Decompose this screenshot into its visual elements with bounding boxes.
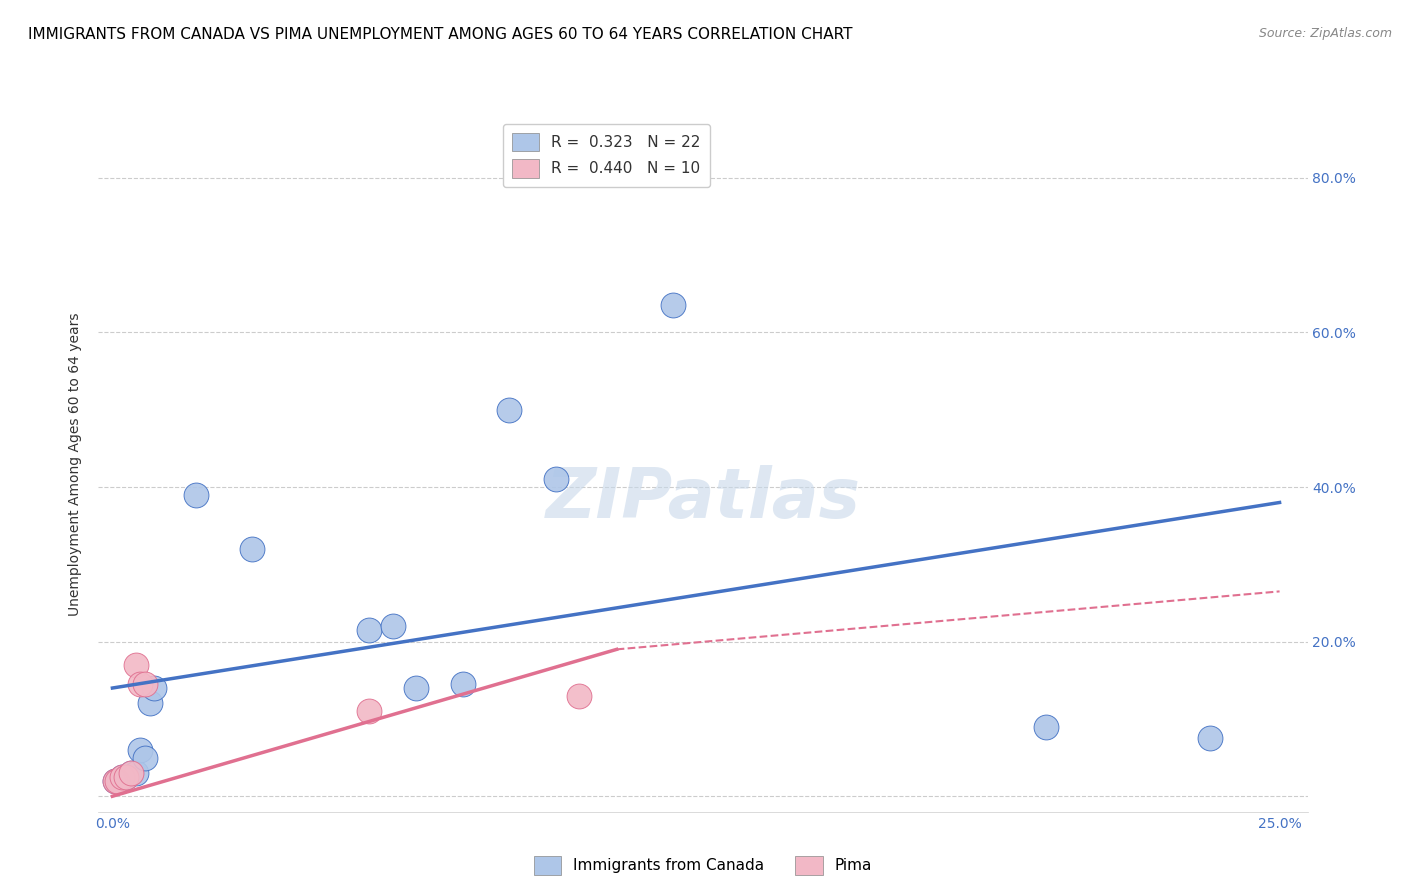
Point (134, 677, 156, 691)
Point (661, 298, 683, 312)
Point (125, 657, 148, 672)
Point (104, 773, 127, 788)
Text: ZIPatlas: ZIPatlas (546, 465, 860, 533)
Point (359, 623, 381, 637)
Legend: Immigrants from Canada, Pima: Immigrants from Canada, Pima (527, 850, 879, 880)
Point (115, 770, 138, 784)
Point (568, 689, 591, 703)
Point (104, 773, 127, 788)
Point (359, 704, 381, 718)
Point (129, 743, 152, 757)
Point (242, 541, 264, 556)
Point (134, 750, 156, 764)
Point (143, 681, 166, 695)
Point (105, 773, 128, 788)
Point (544, 472, 567, 486)
Text: IMMIGRANTS FROM CANADA VS PIMA UNEMPLOYMENT AMONG AGES 60 TO 64 YEARS CORRELATIO: IMMIGRANTS FROM CANADA VS PIMA UNEMPLOYM… (28, 27, 852, 42)
Point (451, 677, 474, 691)
Point (105, 773, 128, 788)
Text: Source: ZipAtlas.com: Source: ZipAtlas.com (1258, 27, 1392, 40)
Point (120, 766, 142, 780)
Point (111, 770, 134, 784)
Point (115, 770, 138, 784)
Point (125, 766, 148, 780)
Point (186, 488, 208, 502)
Point (405, 681, 427, 695)
Point (381, 619, 404, 633)
Point (120, 766, 142, 780)
Point (139, 697, 162, 711)
Point (111, 770, 134, 784)
Y-axis label: Unemployment Among Ages 60 to 64 years: Unemployment Among Ages 60 to 64 years (69, 312, 83, 615)
Point (1198, 731, 1220, 746)
Point (129, 677, 152, 691)
Point (108, 773, 131, 788)
Point (498, 402, 520, 417)
Point (1035, 720, 1057, 734)
